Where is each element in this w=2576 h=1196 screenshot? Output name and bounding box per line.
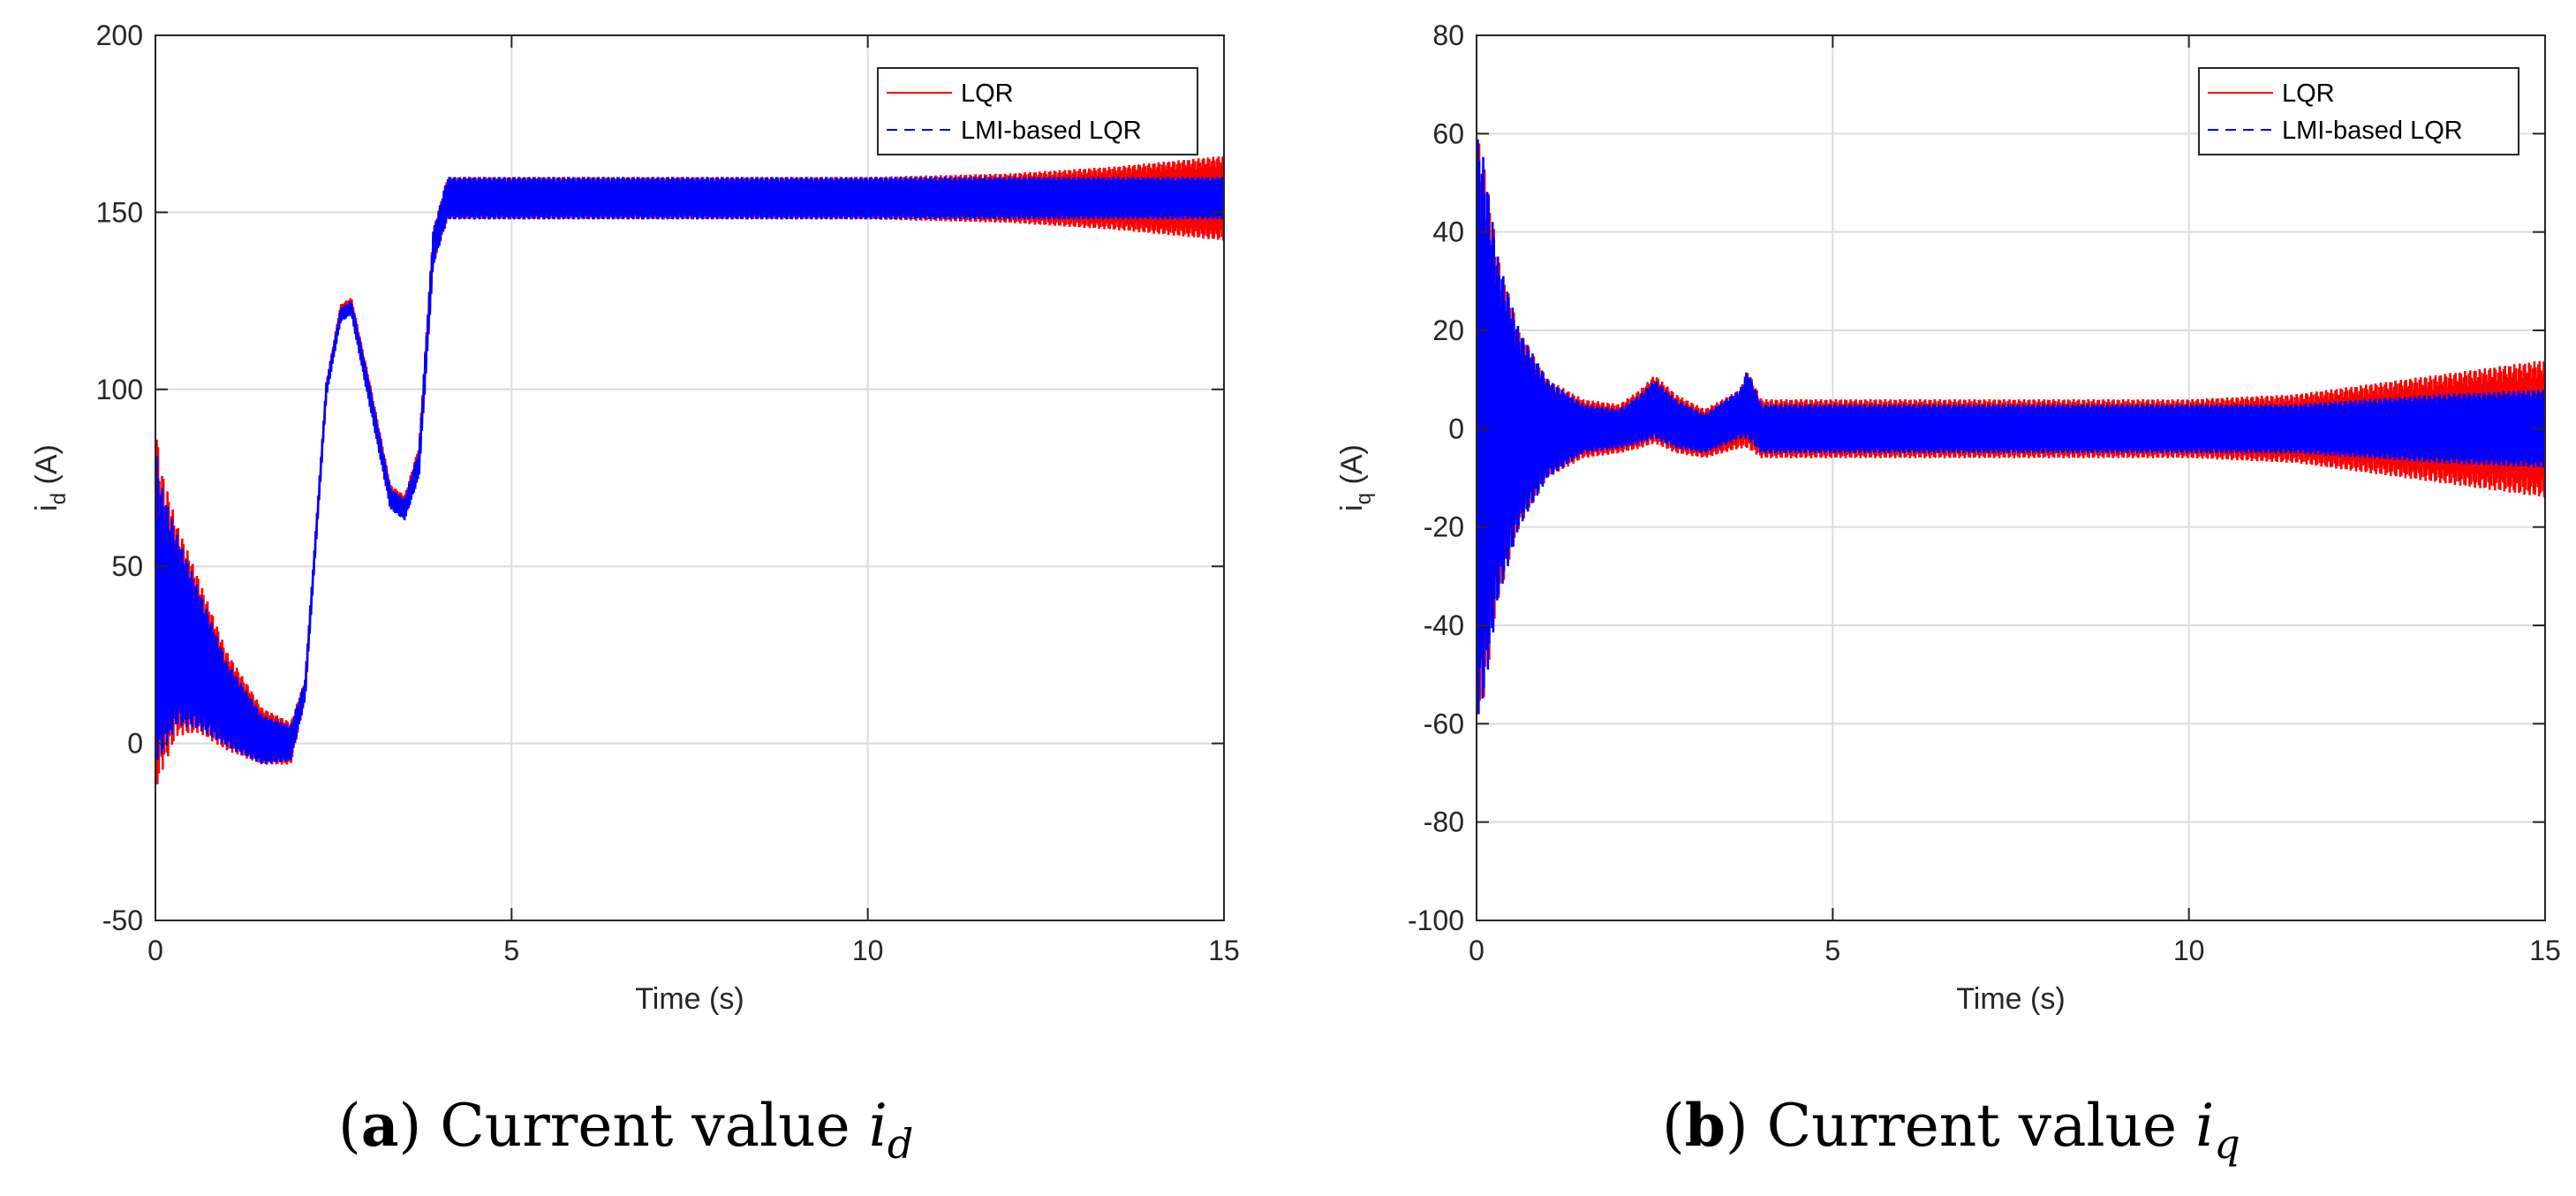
y-tick-label: 60 — [1432, 117, 1464, 149]
legend-box — [2198, 67, 2519, 155]
y-axis-label-unit: (A) — [30, 444, 64, 493]
x-axis-label: Time (s) — [635, 982, 744, 1016]
y-axis-label: id (A) — [30, 444, 71, 511]
caption-b: (b) Current value iq — [1662, 1091, 2240, 1169]
x-tick-label: 10 — [852, 935, 884, 966]
caption-b-text: Current value — [1748, 1092, 2196, 1160]
caption-b-sub: q — [2214, 1120, 2240, 1169]
legend: LQR LMI-based LQR — [877, 67, 1198, 155]
legend-label: LMI-based LQR — [961, 117, 1142, 145]
y-tick-label: 0 — [1448, 413, 1464, 444]
x-tick-label: 15 — [2529, 935, 2561, 966]
legend-label: LMI-based LQR — [2282, 117, 2463, 145]
caption-a: (a) Current value id — [338, 1091, 914, 1169]
y-axis-label-unit: (A) — [1335, 444, 1369, 493]
plot-area — [155, 35, 1224, 920]
caption-b-label: b — [1684, 1091, 1726, 1160]
x-axis-label: Time (s) — [1956, 982, 2065, 1016]
y-tick-label: 50 — [111, 550, 143, 582]
caption-a-text: Current value — [421, 1092, 869, 1160]
y-tick-label: 40 — [1432, 216, 1464, 248]
legend: LQR LMI-based LQR — [2198, 67, 2519, 155]
y-tick-label: -60 — [1424, 708, 1464, 739]
y-tick-label: 150 — [96, 196, 143, 228]
caption-a-label: a — [360, 1091, 399, 1160]
caption-a-sub: d — [887, 1120, 914, 1169]
y-axis-label-main: i — [30, 504, 64, 511]
x-tick-label: 0 — [1469, 935, 1484, 966]
legend-label: LQR — [2282, 79, 2335, 108]
y-tick-label: -50 — [102, 905, 143, 936]
caption-a-var: i — [868, 1092, 888, 1160]
series-line-lmi-based-lqr — [1477, 139, 2545, 715]
x-tick-label: 10 — [2173, 935, 2205, 966]
y-axis-label-sub: d — [47, 493, 71, 504]
plot-area — [1477, 35, 2545, 920]
y-axis-label-main: i — [1335, 504, 1369, 511]
legend-label: LQR — [961, 79, 1014, 108]
axes-box — [1476, 34, 2546, 921]
y-tick-label: -20 — [1424, 511, 1464, 543]
y-tick-label: 0 — [127, 728, 143, 760]
axes-box — [155, 34, 1225, 921]
y-tick-label: -80 — [1424, 806, 1464, 838]
series-line-lmi-based-lqr — [155, 177, 1224, 764]
x-tick-label: 5 — [1824, 935, 1840, 966]
x-tick-label: 5 — [503, 935, 519, 966]
y-tick-label: -100 — [1408, 905, 1464, 936]
legend-box — [877, 67, 1198, 155]
y-axis-label-sub: q — [1352, 493, 1376, 504]
caption-b-var: i — [2195, 1092, 2215, 1160]
x-tick-label: 15 — [1208, 935, 1240, 966]
y-tick-label: -40 — [1424, 609, 1464, 641]
y-tick-label: 100 — [96, 374, 143, 405]
y-tick-label: 200 — [96, 19, 143, 51]
x-tick-label: 0 — [147, 935, 163, 966]
y-tick-label: 20 — [1432, 314, 1464, 346]
chart-b: 0 5 10 15 -100 -80 -60 -40 -20 0 20 40 60 80 Time (s) i… — [1335, 19, 2561, 1016]
y-axis-label: iq (A) — [1335, 444, 1376, 511]
y-tick-label: 80 — [1432, 19, 1464, 51]
